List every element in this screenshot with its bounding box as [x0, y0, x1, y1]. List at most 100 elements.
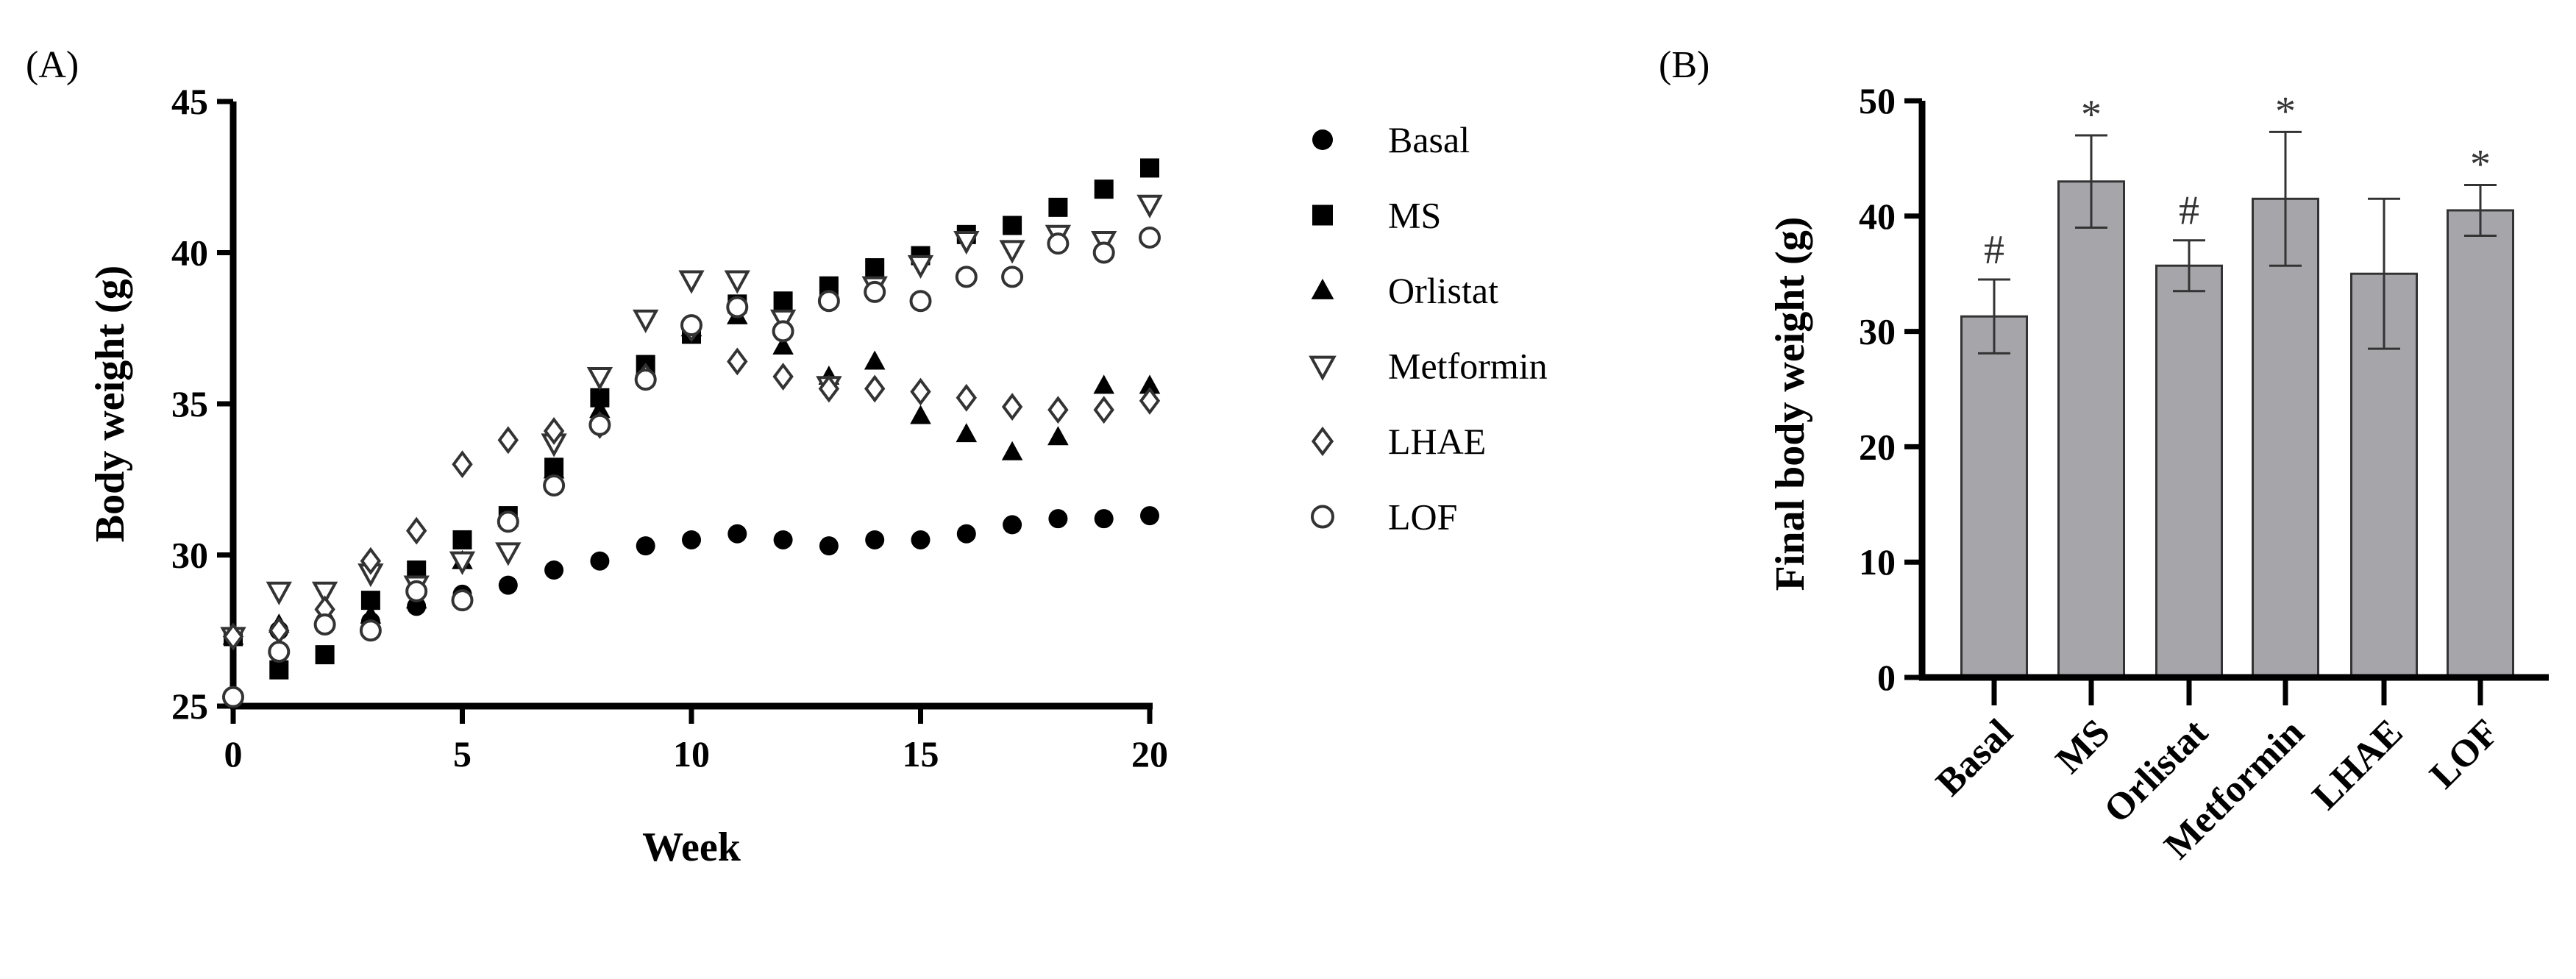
x-tick-label: 5 [453, 733, 472, 775]
point-metformin [449, 551, 476, 575]
point-basal [865, 530, 885, 549]
point-basal [1140, 506, 1159, 526]
point-lhae [452, 450, 473, 479]
point-ms [1094, 179, 1114, 199]
point-orlistat [589, 399, 611, 419]
point-lof [909, 290, 932, 313]
y-tick-label: 40 [171, 232, 208, 274]
point-lhae [956, 383, 977, 412]
point-lof [313, 613, 336, 636]
point-lhae [268, 616, 290, 645]
point-orlistat [360, 604, 382, 624]
point-lhae [727, 347, 748, 376]
bar-metformin [2252, 197, 2319, 679]
panel-a-label: (A) [26, 44, 79, 86]
point-lhae [222, 622, 244, 651]
point-lhae [818, 374, 840, 403]
legend-marker-lhae [1311, 426, 1334, 457]
point-metformin [953, 231, 980, 255]
x-tick-label: Basal [1928, 711, 2021, 804]
point-metformin [724, 270, 750, 294]
point-lof [1092, 241, 1115, 264]
y-axis-title: Final body weight (g) [1768, 217, 1813, 591]
point-metformin [678, 270, 705, 294]
bar-lof [2447, 209, 2514, 679]
point-lof [955, 266, 978, 288]
y-axis-title: Body weight (g) [88, 266, 133, 542]
point-lhae [543, 417, 565, 445]
panel-b-label: (B) [1659, 44, 1709, 86]
significance-mark: * [2081, 92, 2102, 138]
point-lhae [864, 374, 886, 403]
y-tick-label: 40 [1859, 196, 1896, 237]
point-metformin [1136, 194, 1163, 218]
point-lof [772, 320, 794, 343]
point-lof [405, 580, 428, 602]
point-metformin [633, 309, 659, 334]
y-tick-label: 10 [1859, 541, 1896, 583]
point-lhae [405, 516, 427, 545]
point-metformin [586, 366, 613, 391]
y-tick-label: 20 [1859, 426, 1896, 467]
legend-label: MS [1388, 195, 1441, 236]
point-ms [865, 258, 885, 278]
y-tick-label: 0 [1877, 657, 1896, 698]
point-lof [1047, 232, 1070, 255]
legend-marker-basal [1312, 129, 1333, 150]
point-lhae [1139, 386, 1161, 415]
legend-label: LHAE [1388, 421, 1486, 462]
legend-label: Orlistat [1388, 270, 1498, 311]
point-orlistat [1139, 374, 1161, 394]
point-orlistat [1047, 426, 1069, 446]
significance-mark: * [2470, 141, 2491, 187]
point-lof [864, 280, 886, 303]
legend-label: LOF [1388, 496, 1457, 538]
x-tick-label: 0 [224, 733, 243, 775]
point-metformin [311, 581, 338, 605]
point-metformin [999, 240, 1025, 264]
significance-mark: # [2179, 188, 2199, 234]
point-basal [1003, 515, 1022, 535]
significance-mark: # [1984, 227, 2004, 273]
y-tick-label: 50 [1859, 80, 1896, 121]
point-ms [773, 291, 793, 311]
point-ms [1140, 158, 1159, 178]
point-lof [817, 290, 840, 313]
point-ms [1003, 216, 1022, 235]
point-lhae [497, 426, 519, 455]
point-basal [1048, 509, 1068, 529]
legend-marker-metformin [1309, 355, 1337, 381]
legend-marker-ms [1312, 204, 1333, 226]
legend-label: Metformin [1388, 346, 1548, 387]
point-lof [1001, 266, 1024, 288]
significance-mark: * [2275, 88, 2296, 134]
point-orlistat [772, 335, 794, 355]
point-lof [588, 413, 611, 436]
point-lof [634, 369, 657, 391]
legend-marker-lof [1311, 505, 1334, 529]
point-metformin [495, 542, 522, 566]
point-lhae [1001, 393, 1023, 421]
point-ms [452, 530, 472, 549]
point-orlistat [910, 405, 931, 424]
panel-a-scatter: 25 30 35 40 45 0 5 10 15 20 Week Body weight (g) Bas… [88, 81, 1548, 870]
point-ms [1048, 197, 1068, 217]
y-tick-label: 30 [171, 535, 208, 576]
y-tick-label: 45 [171, 81, 208, 122]
point-metformin [266, 581, 292, 605]
point-basal [911, 530, 931, 549]
y-tick-label: 30 [1859, 311, 1896, 352]
point-lof [1139, 226, 1161, 249]
point-lof [497, 510, 519, 533]
point-basal [682, 530, 701, 549]
panel-b-bar: #Basal*MS#Orlistat*MetforminLHAE*LOF0102… [1768, 80, 2549, 867]
legend-label: Basal [1388, 119, 1470, 160]
bar-orlistat [2155, 264, 2223, 679]
point-basal [498, 575, 518, 595]
bar-ms [2057, 180, 2125, 679]
point-metformin [907, 254, 934, 280]
point-lof [726, 296, 749, 318]
point-orlistat [864, 350, 886, 370]
point-lof [543, 474, 566, 496]
